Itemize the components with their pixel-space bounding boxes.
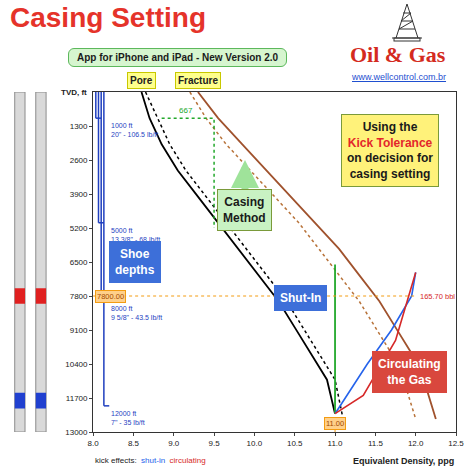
svg-text:13000: 13000 <box>65 428 88 437</box>
svg-text:7800.00: 7800.00 <box>97 292 124 301</box>
svg-text:9100: 9100 <box>70 326 88 335</box>
svg-text:11700: 11700 <box>66 394 88 403</box>
svg-text:11.5: 11.5 <box>368 439 384 448</box>
svg-text:5000 ft13 3/8" - 68 lb/ft: 5000 ft13 3/8" - 68 lb/ft <box>111 227 160 243</box>
svg-text:Using theKick Toleranceon deci: Using theKick Toleranceon decision forca… <box>347 120 433 181</box>
svg-text:10.5: 10.5 <box>287 439 303 448</box>
svg-text:1000 ft20" - 106.5 lb/ft: 1000 ft20" - 106.5 lb/ft <box>111 122 158 138</box>
html-text:www.wellcontrol.com.br: www.wellcontrol.com.br <box>352 72 446 82</box>
svg-text:8.5: 8.5 <box>128 439 140 448</box>
svg-text:12.5: 12.5 <box>448 439 464 448</box>
svg-text:Equivalent Density, ppg: Equivalent Density, ppg <box>353 456 454 466</box>
svg-text:12000 ft7" - 35 lb/ft: 12000 ft7" - 35 lb/ft <box>111 410 145 426</box>
svg-text:9.5: 9.5 <box>209 439 221 448</box>
svg-text:Circulatingthe Gas: Circulatingthe Gas <box>378 357 441 387</box>
svg-text:2600: 2600 <box>70 156 88 165</box>
svg-text:10400: 10400 <box>65 360 88 369</box>
svg-text:10.0: 10.0 <box>247 439 263 448</box>
svg-text:Shoedepths: Shoedepths <box>115 247 155 277</box>
svg-text:5200: 5200 <box>70 224 88 233</box>
html-text:App for iPhone and iPad - New: App for iPhone and iPad - New Version 2.… <box>77 52 279 63</box>
svg-text:6500: 6500 <box>70 258 88 267</box>
svg-text:165.70 bbl: 165.70 bbl <box>420 292 455 301</box>
svg-text:11.0: 11.0 <box>328 439 344 448</box>
svg-text:11.00: 11.00 <box>326 419 344 428</box>
svg-text:Shut-In: Shut-In <box>280 291 321 305</box>
svg-text:9.0: 9.0 <box>168 439 180 448</box>
svg-text:1300: 1300 <box>70 122 88 131</box>
svg-text:7800: 7800 <box>70 292 88 301</box>
svg-text:667: 667 <box>179 106 193 115</box>
html-text:Casing Setting: Casing Setting <box>10 2 206 33</box>
svg-text:12.0: 12.0 <box>408 439 424 448</box>
svg-text:Fracture: Fracture <box>178 75 218 86</box>
svg-text:kick effects: shut-in circul: kick effects: shut-in circulating <box>95 456 206 465</box>
svg-text:CasingMethod: CasingMethod <box>223 195 266 225</box>
html-text:Oil & Gas: Oil & Gas <box>350 42 446 67</box>
svg-text:8.0: 8.0 <box>88 439 100 448</box>
svg-text:TVD, ft: TVD, ft <box>61 88 87 97</box>
svg-text:3900: 3900 <box>70 190 88 199</box>
svg-text:Pore: Pore <box>130 75 153 86</box>
svg-text:8000 ft9 5/8" - 43.5 lb/ft: 8000 ft9 5/8" - 43.5 lb/ft <box>111 305 162 321</box>
